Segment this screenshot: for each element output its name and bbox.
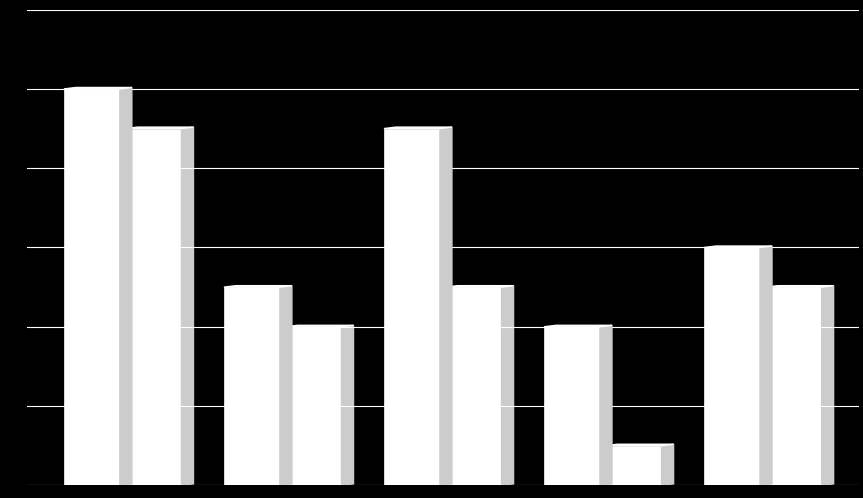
Polygon shape bbox=[662, 444, 674, 486]
Polygon shape bbox=[224, 286, 292, 287]
Polygon shape bbox=[600, 325, 612, 486]
Bar bbox=[544, 327, 600, 486]
Polygon shape bbox=[445, 286, 513, 287]
Bar bbox=[286, 327, 342, 486]
Polygon shape bbox=[286, 325, 354, 327]
Polygon shape bbox=[125, 127, 193, 128]
Polygon shape bbox=[440, 127, 452, 486]
Bar bbox=[445, 287, 501, 486]
Bar bbox=[606, 446, 662, 486]
Polygon shape bbox=[544, 325, 612, 327]
Bar bbox=[765, 287, 822, 486]
Polygon shape bbox=[760, 246, 772, 486]
Bar bbox=[704, 248, 760, 486]
Polygon shape bbox=[765, 286, 834, 287]
Bar bbox=[384, 128, 440, 486]
Polygon shape bbox=[181, 127, 193, 486]
Polygon shape bbox=[342, 325, 354, 486]
Polygon shape bbox=[606, 444, 674, 446]
Polygon shape bbox=[120, 88, 132, 486]
Polygon shape bbox=[822, 286, 834, 486]
Bar bbox=[224, 287, 280, 486]
Polygon shape bbox=[384, 127, 452, 128]
Polygon shape bbox=[501, 286, 513, 486]
Bar bbox=[64, 89, 120, 486]
Polygon shape bbox=[280, 286, 292, 486]
Polygon shape bbox=[64, 88, 132, 89]
Bar bbox=[125, 128, 181, 486]
Polygon shape bbox=[704, 246, 772, 248]
